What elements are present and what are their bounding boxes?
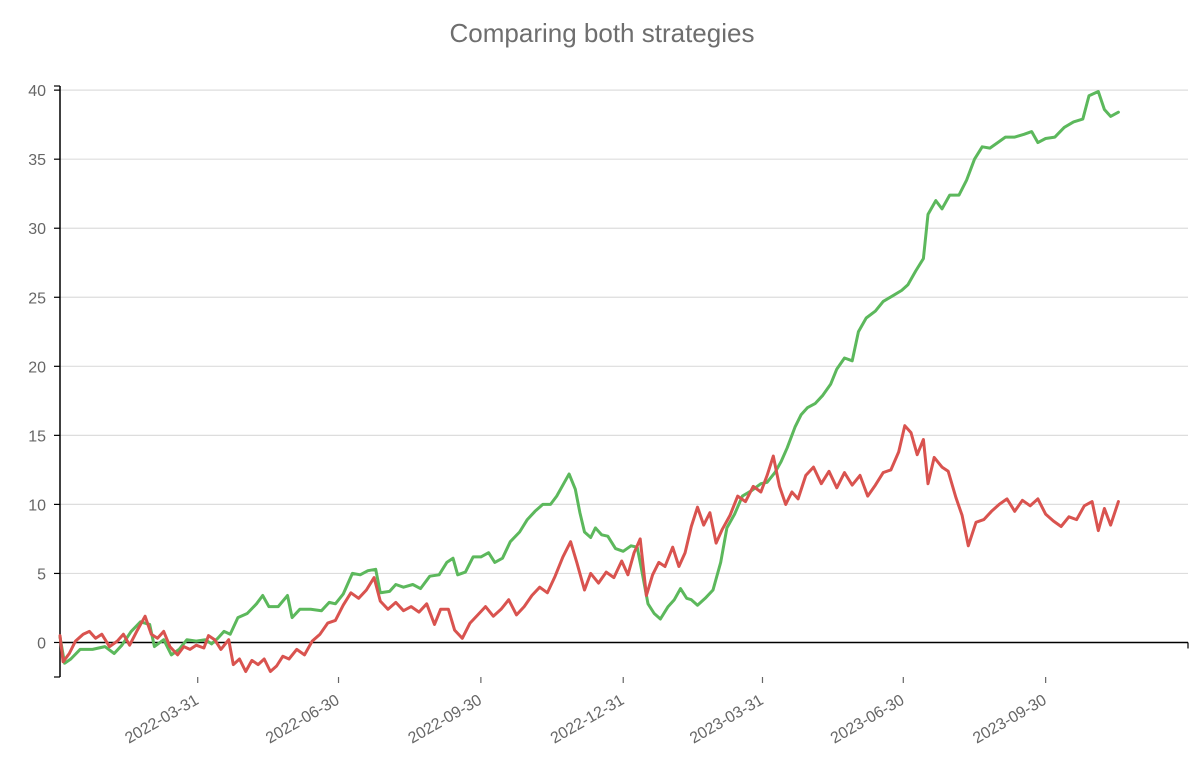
y-tick-label: 10 <box>28 497 46 514</box>
x-tick-label: 2023-03-31 <box>687 692 766 748</box>
y-tick-label: 35 <box>28 152 46 169</box>
y-tick-label: 25 <box>28 290 46 307</box>
x-tick-label: 2023-06-30 <box>828 692 907 748</box>
y-tick-label: 15 <box>28 428 46 445</box>
x-tick-label: 2022-03-31 <box>122 692 201 748</box>
y-tick-label: 30 <box>28 221 46 238</box>
series-line-2 <box>58 424 1120 673</box>
y-tick-label: 20 <box>28 359 46 376</box>
chart-title: Comparing both strategies <box>449 18 755 48</box>
y-tick-label: 5 <box>37 566 46 583</box>
series-line-1 <box>58 90 1120 665</box>
series-lines <box>58 90 1120 673</box>
gridlines <box>60 89 1188 575</box>
x-tick-label: 2022-09-30 <box>405 692 484 748</box>
x-tick-label: 2022-06-30 <box>263 692 342 748</box>
x-tick-label: 2022-12-31 <box>548 692 627 748</box>
y-tick-label: 40 <box>28 83 46 100</box>
y-tick-label: 0 <box>37 635 46 652</box>
x-tick-label: 2023-09-30 <box>970 692 1049 748</box>
